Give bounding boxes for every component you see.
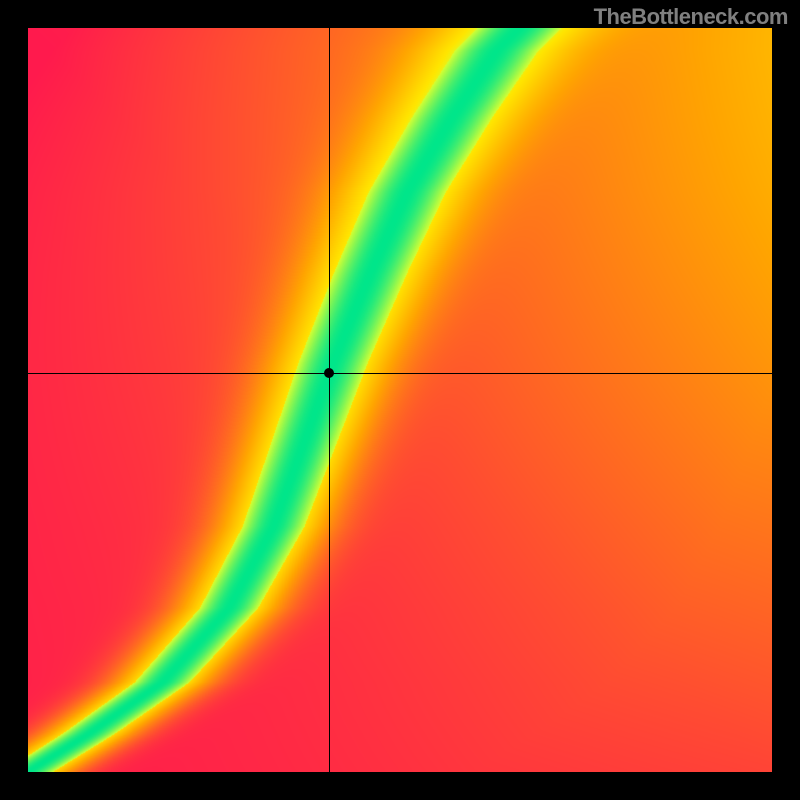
heatmap-plot [28, 28, 772, 772]
watermark-text: TheBottleneck.com [594, 4, 788, 30]
crosshair-marker [324, 368, 334, 378]
crosshair-vertical [329, 28, 330, 772]
crosshair-horizontal [28, 373, 772, 374]
chart-container: TheBottleneck.com [0, 0, 800, 800]
